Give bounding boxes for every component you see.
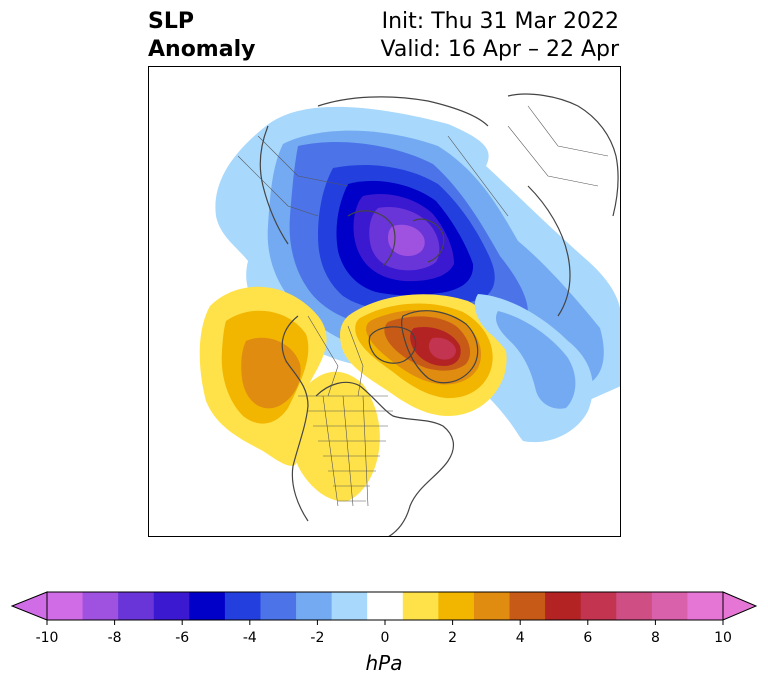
variable-title-line1: SLP — [148, 9, 194, 34]
greenland-high-anomaly — [340, 294, 507, 416]
init-date: Init: Thu 31 Mar 2022 — [381, 9, 619, 34]
colorbar-box — [545, 592, 582, 620]
western-us-positive-anomaly — [291, 371, 380, 502]
colorbar-under-arrow — [10, 591, 48, 621]
colorbar-tick-label: 4 — [516, 630, 525, 646]
variable-title: SLP Anomaly — [148, 8, 255, 64]
map-frame — [148, 66, 621, 537]
contour-neg-a2 — [495, 311, 576, 409]
borders-layer — [237, 105, 609, 507]
colorbar-tick-label: 10 — [714, 630, 732, 646]
colorbar-tick-label: 2 — [448, 630, 457, 646]
valid-date-range: Valid: 16 Apr – 22 Apr — [380, 37, 620, 62]
colorbar-tick-label: -10 — [36, 630, 59, 646]
colorbar-tick-label: -4 — [243, 630, 257, 646]
date-title: Init: Thu 31 Mar 2022 Valid: 16 Apr – 22… — [381, 8, 620, 64]
colorbar-boxes — [10, 591, 758, 621]
colorbar-tick-label: -2 — [310, 630, 324, 646]
north-atlantic-low-anomaly — [474, 294, 593, 443]
colorbar-ticks: -10 -8 -6 -4 -2 0 2 4 6 8 10 — [36, 620, 732, 646]
colorbar-box — [118, 592, 155, 620]
colorbar-tick-label: -6 — [175, 630, 189, 646]
colorbar-box — [651, 592, 688, 620]
colorbar-box — [82, 592, 119, 620]
colorbar-box — [402, 592, 439, 620]
colorbar: -10 -8 -6 -4 -2 0 2 4 6 8 10 hPa — [10, 591, 758, 675]
colorbar-box — [580, 592, 617, 620]
colorbar-box — [153, 592, 190, 620]
colorbar-tick-label: 0 — [381, 630, 390, 646]
colorbar-box — [367, 592, 404, 620]
colorbar-box — [260, 592, 297, 620]
colorbar-tick-label: 8 — [651, 630, 660, 646]
coastlines-layer — [259, 93, 619, 537]
contour-neg-8 — [388, 224, 425, 256]
colorbar-tick-label: -8 — [108, 630, 122, 646]
colorbar-box — [616, 592, 653, 620]
variable-title-line2: Anomaly — [148, 37, 256, 62]
colorbar-box — [296, 592, 333, 620]
colorbar-box — [687, 592, 724, 620]
colorbar-over-arrow — [722, 591, 758, 621]
colorbar-box — [47, 592, 84, 620]
colorbar-unit-label: hPa — [366, 651, 403, 675]
colorbar-box — [473, 592, 511, 620]
colorbar-box — [331, 592, 368, 620]
colorbar-box — [438, 592, 475, 620]
contour-pos-3 — [241, 337, 301, 409]
slp-anomaly-map — [148, 66, 621, 537]
colorbar-box — [189, 592, 226, 620]
colorbar-tick-label: 6 — [583, 630, 592, 646]
colorbar-box — [509, 592, 546, 620]
contour-pos-g6 — [428, 337, 456, 360]
colorbar-box — [224, 592, 261, 620]
